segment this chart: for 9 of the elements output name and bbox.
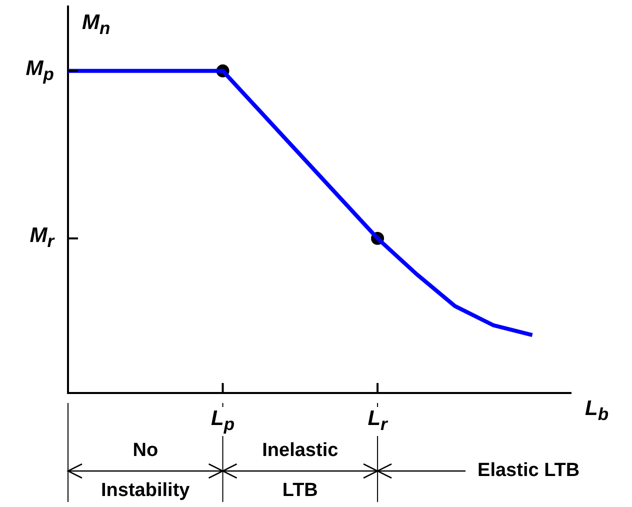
x-axis-title: L$_{b}$ xyxy=(585,397,609,426)
text: Inelastic LTB xyxy=(261,439,340,503)
text: M$_{r}$ xyxy=(30,224,54,254)
text: No Instability xyxy=(100,439,191,503)
x-tick-label: L$_{r}$ xyxy=(366,407,390,436)
y-axis-title: M$_{n}$ xyxy=(82,10,110,40)
text: Elastic LTB xyxy=(478,459,580,483)
text: M$_{p}$ xyxy=(26,56,54,86)
x-tick-label: L$_{p}$ xyxy=(209,407,237,436)
